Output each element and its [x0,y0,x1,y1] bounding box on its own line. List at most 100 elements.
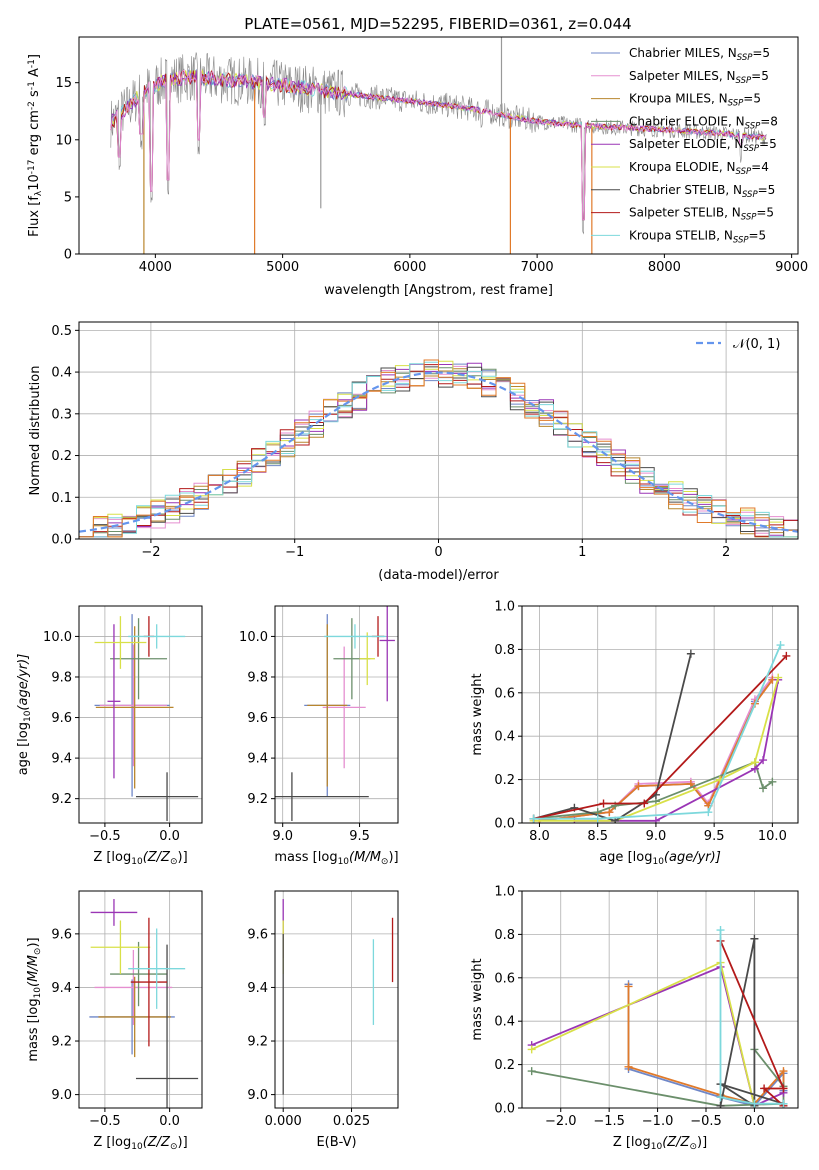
label-part: 10 [33,987,43,999]
massweight-point-marker [759,756,768,765]
massweight-point-marker [774,673,783,682]
y-axis-label-group: mass [log10(M/M⊙)] [26,937,43,1061]
massweight-point-marker [651,816,660,823]
x-tick-label: 8.0 [529,829,550,844]
y-tick-label: 0.0 [494,817,515,832]
legend-text: Salpeter STELIB, N [629,206,741,220]
y-tick-label: 0.8 [494,643,515,658]
x-tick-label: −0.5 [690,1114,722,1129]
plot-area [529,641,791,823]
massweight-vs-metallicity-panel: −2.0 −1.5 −1.0 −0.5 0.0 0.0 0.2 0.4 0.6 0.8 1.0 Z [… [470,885,799,1152]
x-tick-label: 0.0 [744,1114,765,1129]
massweight-point-marker [716,1093,725,1102]
legend-label: Kroupa STELIB, NSSP=5 [629,228,766,245]
massweight-series-line [533,655,788,820]
age-vs-metallicity-panel: −0.5 0.09.29.49.69.810.0Z [log10(Z/Z⊙)]ag… [16,605,203,867]
massweight-point-marker [776,641,785,650]
y-tick-label: 0.8 [494,928,515,943]
y-axis-label: mass weight [470,673,485,755]
residual-histogram-panel: −2 −1 0 1 2 0.0 0.1 0.2 0.3 0.4 0.5 (data-model)/er… [28,321,799,583]
x-tick-label: 0.0 [159,829,180,844]
legend-text: Kroupa ELODIE, N [629,160,736,174]
label-part: s [27,90,42,101]
y-tick-label: 0.3 [51,407,72,422]
axes-frame [521,890,799,1109]
massweight-point-marker [759,784,768,793]
label-part: (age/yr)] [16,654,31,711]
massweight-point-marker [760,1084,769,1093]
legend-sub: SSP [733,235,749,245]
y-tick-label: 9.6 [247,711,268,726]
x-tick-label: 4000 [139,260,172,275]
label-part: (Z/Z [143,850,171,865]
label-part: )] [178,850,188,865]
y-tick-label: 15 [55,76,72,91]
x-tick-label: −2.0 [545,1114,577,1129]
y-tick-label: 0.4 [494,730,515,745]
label-part: -2 [27,101,37,110]
legend-sub: SSP [743,144,759,154]
plot-area [110,37,767,254]
normal-distribution-curve [79,371,798,533]
y-axis-label: age [log10(age/yr)] [16,654,33,776]
massweight-point-marker [624,1062,633,1071]
y-tick-label: 9.4 [51,981,72,996]
x-tick-label: −0.5 [89,829,121,844]
massweight-series-line [719,940,785,1107]
label-part: age [log [599,850,652,865]
legend-suffix: =5 [751,69,769,83]
label-part: mass [log [26,998,41,1061]
massweight-point-marker [593,814,602,823]
label-part: age [log [16,722,31,775]
legend-suffix: =5 [759,137,777,151]
legend-sub: SSP [736,75,752,85]
x-axis-label: Z [log10(Z/Z⊙)] [93,1135,187,1152]
y-tick-label: 0.6 [494,686,515,701]
label-part: 10 [652,857,664,867]
label-part: 10 [651,1142,663,1152]
y-tick-label: 0.5 [51,324,72,339]
legend-suffix: =8 [760,114,778,128]
mass-vs-ebv-panel: 0.000 0.025 9.0 9.2 9.4 9.6 E(B-V) [247,890,399,1150]
x-tick-label: −1 [285,545,304,560]
massweight-point-marker [716,1101,725,1108]
mass-vs-metallicity-panel: −0.5 0.09.09.29.49.6Z [log10(Z/Z⊙)]mass [… [26,890,203,1152]
massweight-point-marker [704,808,713,817]
plot-area [89,899,199,1108]
x-tick-label: −1.0 [642,1114,674,1129]
label-part: A [27,68,42,81]
label-part: ] [27,54,42,59]
axes-frame [78,890,203,1109]
label-part: Z [log [93,1135,131,1150]
label-part: 10 [131,1142,143,1152]
y-axis-label: Normed distribution [28,366,43,496]
massweight-point-marker [605,808,614,817]
massweight-series-line [574,679,780,822]
y-tick-label: 9.4 [247,752,268,767]
label-part: Z [log [93,850,131,865]
x-tick-label: 0.0 [159,1114,180,1129]
plot-area [79,359,798,538]
y-tick-label: 9.8 [247,670,268,685]
massweight-point-marker [750,934,759,943]
legend-sub: SSP [741,212,757,222]
label-part: 10 [338,857,350,867]
legend-label: Kroupa MILES, NSSP=5 [629,92,761,109]
y-tick-label: 9.2 [51,792,72,807]
x-tick-label: 10.0 [758,829,787,844]
label-part: -17 [27,160,37,175]
massweight-point-marker [686,649,695,658]
y-tick-label: 9.2 [247,1035,268,1050]
axes-frame [78,605,203,824]
x-axis-label: mass [log10(M/M⊙)] [274,850,398,867]
y-tick-label: 1.0 [494,600,515,615]
x-tick-label: 8000 [648,260,681,275]
y-axis-label: mass weight [470,958,485,1040]
plot-area [275,606,395,821]
massweight-point-marker [599,799,608,808]
legend-text: Chabrier MILES, N [629,46,737,60]
label-part: (age/yr)] [664,850,721,865]
legend-label: Chabrier STELIB, NSSP=5 [629,183,775,200]
y-tick-label: 9.6 [51,927,72,942]
y-tick-label: 10.0 [43,630,72,645]
